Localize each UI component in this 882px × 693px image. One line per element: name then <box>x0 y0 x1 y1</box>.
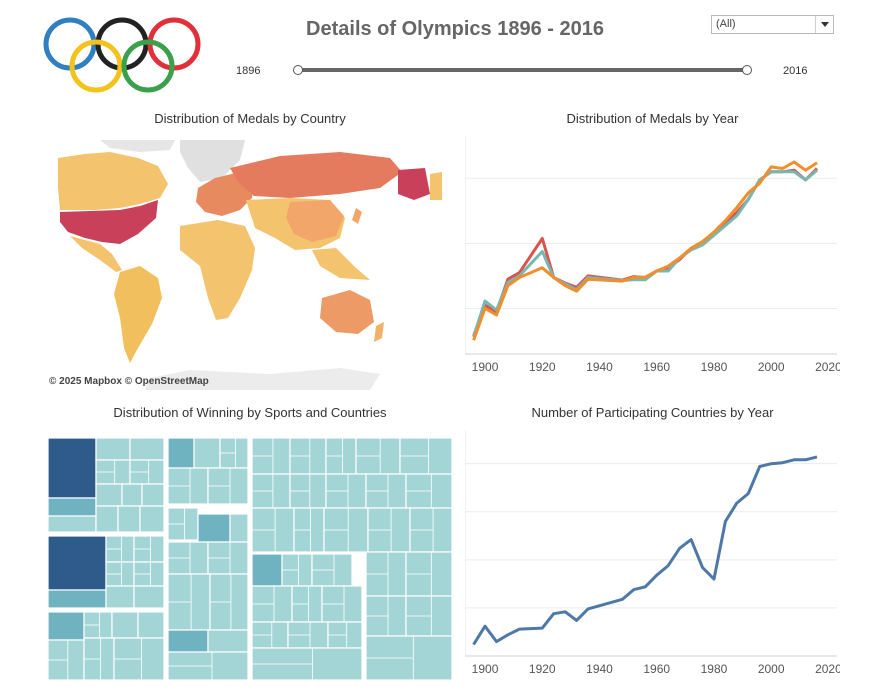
map-south-america[interactable] <box>114 266 162 363</box>
treemap-block[interactable] <box>229 513 249 543</box>
map-china[interactable] <box>286 200 344 242</box>
ring-green <box>121 39 175 93</box>
slider-max-label: 2016 <box>783 65 808 77</box>
x-tick-label: 2000 <box>758 662 785 676</box>
series-line-1[interactable] <box>472 167 819 337</box>
treemap-block[interactable] <box>251 553 283 587</box>
map-title: Distribution of Medals by Country <box>154 111 346 126</box>
series-line-2[interactable] <box>472 169 818 338</box>
map-new-zealand[interactable] <box>374 322 384 342</box>
treemap-block[interactable] <box>167 437 195 469</box>
x-tick-label: 1940 <box>586 360 613 374</box>
treemap-block[interactable] <box>95 437 131 461</box>
map-arctic[interactable] <box>100 140 175 152</box>
series-line-1[interactable] <box>472 455 818 646</box>
world-medal-map[interactable] <box>40 138 460 390</box>
treemap-block[interactable] <box>193 437 221 469</box>
map-se-asia[interactable] <box>312 248 370 280</box>
treemap-block[interactable] <box>117 505 141 533</box>
x-tick-label: 1940 <box>586 662 613 676</box>
treemap-block[interactable] <box>105 585 135 609</box>
map-canada[interactable] <box>58 152 168 210</box>
x-tick-label: 1980 <box>701 662 728 676</box>
medals-by-year-chart[interactable]: 1900 1920 1940 1960 1980 2000 2020 <box>465 130 840 382</box>
treemap-block[interactable] <box>47 589 107 609</box>
treemap-block[interactable] <box>47 437 97 499</box>
year-range-slider-track[interactable] <box>298 68 747 72</box>
treemap-block[interactable] <box>47 535 107 591</box>
page-title: Details of Olympics 1896 - 2016 <box>306 18 604 40</box>
treemap-block[interactable] <box>139 505 165 533</box>
map-attribution: © 2025 Mapbox © OpenStreetMap <box>49 376 209 387</box>
map-russia[interactable] <box>230 152 402 198</box>
ring-yellow <box>69 39 123 93</box>
treemap-block[interactable] <box>197 513 231 543</box>
x-tick-label: 1980 <box>701 360 728 374</box>
series-line-3[interactable] <box>472 160 818 341</box>
country-filter-dropdown[interactable]: (All) <box>711 15 834 34</box>
x-tick-label: 1920 <box>529 360 556 374</box>
treemap-block[interactable] <box>167 629 209 653</box>
olympic-rings-logo <box>43 17 201 93</box>
treemap-block[interactable] <box>47 611 85 641</box>
chevron-down-icon[interactable] <box>815 16 833 33</box>
x-tick-label: 1900 <box>472 662 499 676</box>
countries-year-title: Number of Participating Countries by Yea… <box>531 405 774 420</box>
treemap-block[interactable] <box>137 611 165 639</box>
map-canada-east[interactable] <box>430 172 442 200</box>
participating-countries-chart[interactable]: 1900 1920 1940 1960 1980 2000 2020 <box>465 424 840 684</box>
treemap-block[interactable] <box>121 483 143 507</box>
slider-min-label: 1896 <box>236 65 261 77</box>
x-tick-label: 2020 <box>815 662 840 676</box>
x-tick-label: 2020 <box>815 360 840 374</box>
map-alaska[interactable] <box>398 168 430 200</box>
sports-countries-treemap[interactable] <box>40 432 460 684</box>
slider-min-handle[interactable] <box>293 65 303 75</box>
map-mexico[interactable] <box>70 236 122 272</box>
treemap-block[interactable] <box>111 611 139 639</box>
map-usa[interactable] <box>60 200 158 244</box>
treemap-block[interactable] <box>95 483 123 507</box>
x-tick-label: 1900 <box>472 360 499 374</box>
treemap-block[interactable] <box>129 437 165 461</box>
filter-selected-value: (All) <box>716 18 736 30</box>
x-tick-label: 1960 <box>643 662 670 676</box>
map-australia[interactable] <box>320 290 374 334</box>
treemap-block[interactable] <box>133 585 165 609</box>
medals-year-title: Distribution of Medals by Year <box>566 111 739 126</box>
map-antarctica[interactable] <box>145 368 380 390</box>
treemap-title: Distribution of Winning by Sports and Co… <box>113 405 387 420</box>
map-africa[interactable] <box>180 220 255 320</box>
slider-max-handle[interactable] <box>742 65 752 75</box>
treemap-block[interactable] <box>95 505 119 533</box>
map-japan[interactable] <box>352 208 362 224</box>
treemap-block[interactable] <box>207 629 249 653</box>
x-tick-label: 1920 <box>529 662 556 676</box>
map-greenland[interactable] <box>180 140 245 182</box>
treemap-block[interactable] <box>47 515 97 533</box>
x-tick-label: 1960 <box>643 360 670 374</box>
treemap-block[interactable] <box>47 497 97 517</box>
treemap-block[interactable] <box>141 483 165 507</box>
x-tick-label: 2000 <box>758 360 785 374</box>
